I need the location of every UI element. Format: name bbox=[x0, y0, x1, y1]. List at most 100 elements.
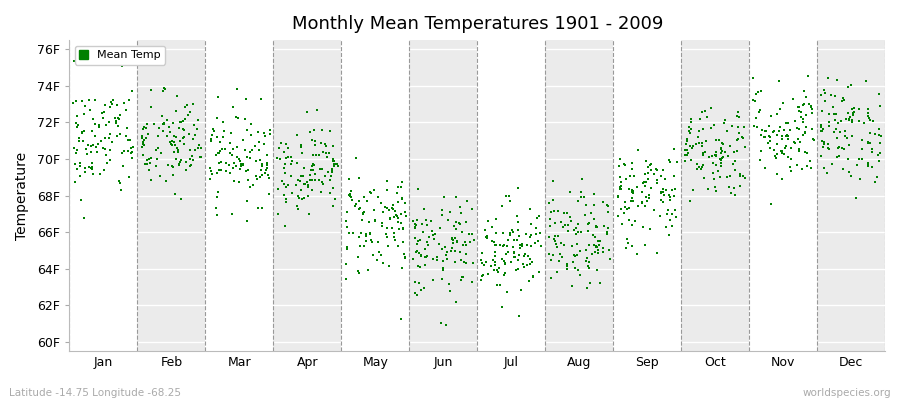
Point bbox=[315, 166, 329, 173]
Point bbox=[790, 135, 805, 142]
Point bbox=[572, 272, 587, 278]
Point bbox=[136, 152, 150, 158]
Point bbox=[97, 109, 112, 115]
Point bbox=[174, 156, 188, 163]
Point bbox=[766, 128, 780, 135]
Point bbox=[261, 172, 275, 178]
Point bbox=[680, 146, 694, 153]
Point bbox=[626, 190, 641, 197]
Point bbox=[581, 242, 596, 249]
Point bbox=[239, 198, 254, 204]
Point bbox=[551, 208, 565, 214]
Point bbox=[458, 238, 473, 245]
Point bbox=[244, 132, 258, 138]
Point bbox=[774, 136, 788, 142]
Point bbox=[139, 125, 153, 132]
Point bbox=[797, 130, 812, 136]
Point bbox=[722, 184, 736, 191]
Point bbox=[565, 282, 580, 289]
Point bbox=[324, 172, 338, 179]
Point bbox=[829, 111, 843, 117]
Point bbox=[260, 160, 274, 166]
Point bbox=[491, 267, 505, 274]
Point bbox=[412, 249, 427, 256]
Point bbox=[170, 144, 184, 151]
Point bbox=[499, 192, 513, 199]
Point bbox=[278, 223, 293, 230]
Point bbox=[714, 160, 728, 166]
Point bbox=[390, 190, 404, 196]
Point bbox=[454, 210, 469, 216]
Point bbox=[554, 219, 568, 225]
Point bbox=[373, 249, 387, 255]
Point bbox=[221, 162, 236, 168]
Point bbox=[459, 251, 473, 257]
Point bbox=[767, 128, 781, 134]
Point bbox=[720, 128, 734, 134]
Point bbox=[818, 98, 832, 104]
Point bbox=[140, 131, 155, 137]
Bar bbox=[410, 40, 477, 351]
Point bbox=[250, 205, 265, 212]
Point bbox=[730, 137, 744, 143]
Point bbox=[534, 243, 548, 250]
Point bbox=[270, 186, 284, 192]
Point bbox=[794, 108, 808, 115]
Point bbox=[872, 126, 886, 132]
Point bbox=[695, 143, 709, 150]
Point bbox=[292, 195, 306, 201]
Point bbox=[92, 124, 106, 131]
Point bbox=[301, 109, 315, 115]
Point bbox=[532, 212, 546, 219]
Point bbox=[732, 130, 746, 136]
Point bbox=[279, 199, 293, 206]
Point bbox=[144, 104, 158, 110]
Point bbox=[209, 205, 223, 211]
Point bbox=[626, 173, 641, 179]
Point bbox=[636, 224, 651, 230]
Point bbox=[462, 231, 476, 237]
Point bbox=[554, 254, 569, 260]
Point bbox=[70, 113, 85, 119]
Point bbox=[528, 225, 543, 232]
Point bbox=[236, 137, 250, 143]
Point bbox=[340, 224, 355, 230]
Point bbox=[420, 242, 435, 248]
Point bbox=[746, 97, 760, 103]
Point bbox=[717, 120, 732, 126]
Point bbox=[436, 267, 450, 273]
Point bbox=[733, 183, 747, 189]
Point bbox=[176, 133, 191, 140]
Point bbox=[157, 85, 171, 92]
Point bbox=[125, 88, 140, 94]
Bar bbox=[681, 40, 749, 351]
Point bbox=[339, 261, 354, 267]
Point bbox=[159, 133, 174, 139]
Point bbox=[329, 161, 344, 168]
Point bbox=[665, 211, 680, 218]
Point bbox=[860, 113, 875, 119]
Point bbox=[298, 180, 312, 187]
Point bbox=[338, 217, 353, 224]
Point bbox=[511, 312, 526, 319]
Point bbox=[230, 153, 245, 160]
Point bbox=[495, 304, 509, 310]
Point bbox=[376, 260, 391, 266]
Point bbox=[694, 166, 708, 172]
Point bbox=[202, 165, 217, 171]
Point bbox=[338, 276, 353, 282]
Point bbox=[492, 242, 507, 248]
Point bbox=[315, 126, 329, 133]
Point bbox=[473, 256, 488, 263]
Point bbox=[726, 161, 741, 168]
Point bbox=[454, 274, 469, 280]
Point bbox=[151, 125, 166, 132]
Point bbox=[245, 146, 259, 153]
Point bbox=[649, 166, 663, 172]
Point bbox=[832, 128, 847, 135]
Point bbox=[437, 194, 452, 200]
Point bbox=[166, 120, 180, 126]
Point bbox=[508, 267, 523, 274]
Point bbox=[240, 166, 255, 173]
Point bbox=[714, 146, 728, 153]
